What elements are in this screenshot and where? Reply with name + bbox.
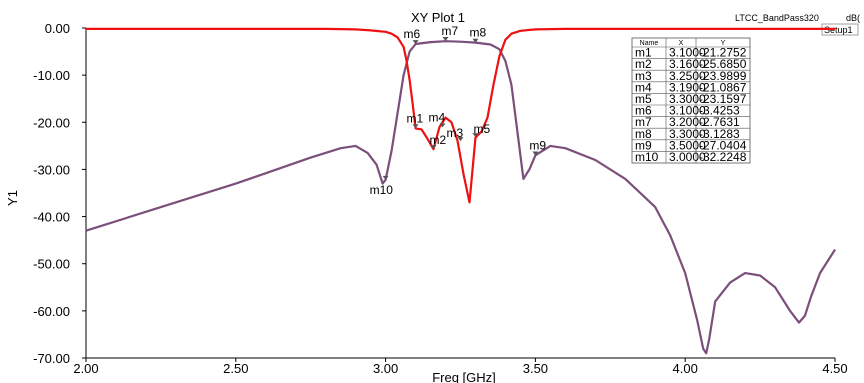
y-tick-label: -60.00: [33, 304, 70, 319]
marker-table-cell: -32.2248: [699, 150, 747, 164]
marker-table-header: Name: [640, 40, 659, 47]
marker-point-m5: [472, 133, 479, 138]
marker-point-m9: [532, 151, 539, 156]
marker-table-cell: m7: [635, 115, 652, 129]
marker-table-cell: 3.1900: [669, 80, 706, 94]
marker-point-m3: [457, 137, 464, 142]
project-label: LTCC_BandPass320: [735, 13, 819, 23]
marker-label-m6: m6: [404, 27, 421, 41]
marker-table-cell: 3.1000: [669, 104, 706, 118]
marker-table-header: Y: [721, 40, 726, 47]
x-tick-label: 2.00: [73, 361, 98, 376]
marker-table-cell: m3: [635, 69, 652, 83]
marker-table-cell: -3.1283: [699, 127, 740, 141]
series-group: [85, 27, 836, 355]
x-tick-label: 2.50: [223, 361, 248, 376]
marker-point-m10: [382, 175, 389, 180]
marker-table-cell: m9: [635, 138, 652, 152]
marker-table-cell: m2: [635, 57, 652, 71]
marker-table-cell: -2.7631: [699, 115, 740, 129]
marker-point-m7: [442, 37, 449, 42]
marker-table-cell: 3.5000: [669, 138, 706, 152]
x-tick-label: 3.50: [523, 361, 548, 376]
chart-title: XY Plot 1: [411, 10, 465, 25]
x-tick-labels: 2.00 2.50 3.00 3.50 4.00 4.50: [73, 358, 848, 376]
marker-label-m3: m3: [447, 126, 464, 140]
marker-table-header: X: [679, 40, 684, 47]
marker-table-cell: -21.0867: [699, 80, 747, 94]
marker-table-cell: m6: [635, 104, 652, 118]
marker-table-cell: m5: [635, 92, 652, 106]
y-tick-label: -30.00: [33, 162, 70, 177]
marker-table-cell: -25.6850: [699, 57, 747, 71]
x-tick-label: 4.00: [673, 361, 698, 376]
x-axis-label: Freq [GHz]: [432, 370, 496, 383]
marker-label-m1: m1: [407, 111, 424, 125]
x-tick-label: 3.00: [373, 361, 398, 376]
marker-table-cell: -3.4253: [699, 104, 740, 118]
marker-point-m8: [472, 38, 479, 43]
marker-table-cell: 3.3000: [669, 92, 706, 106]
marker-point-m2: [430, 145, 437, 150]
marker-table-cell: -21.2752: [699, 46, 747, 60]
series-line-2: [85, 40, 836, 355]
marker-table-cell: 3.1000: [669, 46, 706, 60]
y-axis-label: Y1: [5, 190, 20, 206]
marker-label-m5: m5: [473, 122, 490, 136]
marker-table-cell: 3.2500: [669, 69, 706, 83]
marker-label-m9: m9: [529, 138, 546, 152]
marker-table-cell: 3.1600: [669, 57, 706, 71]
marker-label-m7: m7: [442, 24, 459, 38]
marker-point-m4: [439, 123, 446, 128]
marker-point-m1: [412, 124, 419, 129]
marker-table-cell: m4: [635, 80, 652, 94]
y-tick-label: -10.00: [33, 68, 70, 83]
y-tick-label: -40.00: [33, 210, 70, 225]
series-line-1: [86, 27, 835, 204]
marker-label-m4: m4: [429, 110, 446, 124]
y-tick-label: -20.00: [33, 115, 70, 130]
marker-table-cell: 3.2000: [669, 115, 706, 129]
x-tick-label: 4.50: [822, 361, 847, 376]
marker-table-cell: m1: [635, 46, 652, 60]
y-tick-labels: 0.00 -10.00 -20.00 -30.00 -40.00 -50.00 -60.00…: [33, 21, 86, 366]
marker-table-cell: -23.9899: [699, 69, 747, 83]
y-tick-label: 0.00: [45, 21, 70, 36]
marker-table-cell: -23.1597: [699, 92, 747, 106]
marker-table-cell: m8: [635, 127, 652, 141]
marker-point-m6: [412, 40, 419, 45]
marker-table-cell: 3.0000: [669, 150, 706, 164]
legend-setup: Setup1: [824, 25, 853, 35]
marker-table-cell: -27.0404: [699, 138, 747, 152]
y-tick-label: -70.00: [33, 351, 70, 366]
marker-label-m2: m2: [430, 133, 447, 147]
marker-table-cell: m10: [635, 150, 659, 164]
marker-label-m10: m10: [370, 183, 394, 197]
marker-label-m8: m8: [469, 26, 486, 40]
y-tick-label: -50.00: [33, 257, 70, 272]
legend-unit: dB(: [846, 13, 860, 23]
marker-table-cell: 3.3000: [669, 127, 706, 141]
